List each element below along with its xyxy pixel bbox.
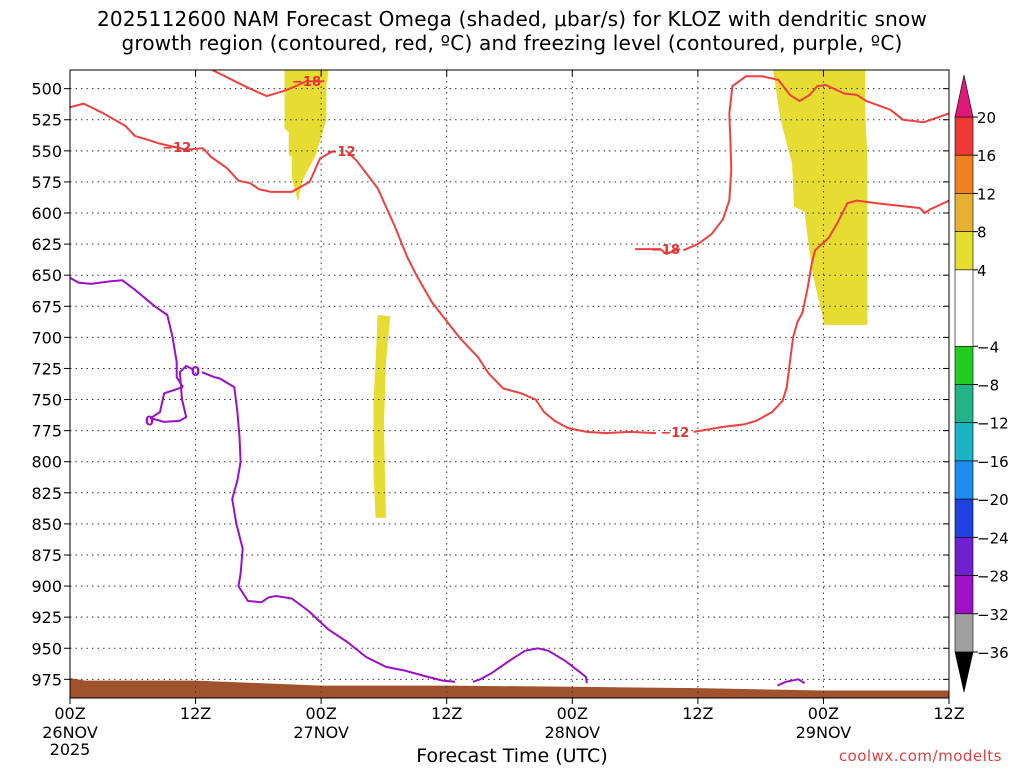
colorbar-bin [954, 384, 974, 424]
y-tick-label: 775 [31, 422, 62, 441]
red-contour-18 [682, 75, 949, 252]
contour-label: −12 [162, 141, 191, 156]
colorbar-tick-label: −20 [977, 491, 1009, 509]
red-contour-12 [70, 102, 335, 193]
y-tick-label: 550 [31, 142, 62, 161]
purple-contour-0 [201, 371, 456, 683]
colorbar-over-arrow [954, 74, 974, 118]
contour-label: −18 [292, 75, 321, 90]
colorbar: 20 16 12 8 4 −4 −8 −12 −16 −20 −24 −28 −32 −36 [954, 74, 1009, 693]
colorbar-tick-label: 12 [977, 185, 996, 203]
y-tick-label: 825 [31, 484, 62, 503]
credit-text[interactable]: coolwx.com/modelts [838, 747, 1002, 765]
y-tick-label: 525 [31, 111, 62, 130]
y-axis: 500 525 550 575 600 625 650 675 700 725 750 775 800 8… [31, 80, 949, 689]
purple-contour-0 [149, 365, 194, 423]
colorbar-bin [954, 193, 974, 232]
dendritic-growth-contours [70, 70, 949, 435]
colorbar-bin [954, 116, 974, 156]
x-tick-label: 00Z [557, 704, 588, 723]
y-tick-label: 700 [31, 328, 62, 347]
colorbar-bin [954, 460, 974, 500]
red-contour-18 [211, 70, 325, 98]
x-tick-label: 00Z [808, 704, 839, 723]
x-tick-label: 12Z [682, 704, 713, 723]
y-tick-label: 575 [31, 173, 62, 192]
chart-title-line-2: growth region (contoured, red, ºC) and f… [121, 31, 903, 55]
omega-4-8-b [773, 70, 868, 325]
x-tick-date: 28NOV [544, 723, 600, 742]
x-tick-year: 2025 [50, 740, 91, 759]
colorbar-tick-label: −12 [977, 415, 1009, 433]
y-tick-label: 800 [31, 453, 62, 472]
colorbar-tick-label: 4 [977, 262, 987, 280]
y-tick-label: 750 [31, 391, 62, 410]
omega-4-8-c [373, 315, 391, 518]
x-tick-label: 12Z [180, 704, 211, 723]
x-tick-label: 12Z [431, 704, 462, 723]
y-tick-label: 600 [31, 204, 62, 223]
y-tick-label: 675 [31, 297, 62, 316]
y-tick-label: 950 [31, 639, 62, 658]
omega-4-8-a [284, 70, 329, 202]
chart-title-line-1: 2025112600 NAM Forecast Omega (shaded, μ… [96, 7, 928, 31]
y-tick-label: 925 [31, 608, 62, 627]
colorbar-tick-label: −32 [977, 606, 1009, 624]
y-tick-label: 850 [31, 515, 62, 534]
red-contour-12 [345, 150, 657, 435]
colorbar-tick-label: −16 [977, 453, 1009, 471]
contour-label: −18 [651, 243, 680, 258]
terrain-layer [70, 678, 949, 698]
x-tick-label: 12Z [933, 704, 964, 723]
colorbar-tick-label: 20 [977, 109, 996, 127]
colorbar-tick-label: −36 [977, 644, 1009, 662]
y-tick-label: 650 [31, 266, 62, 285]
purple-contour-0 [776, 678, 806, 687]
contour-label: 0 [145, 415, 154, 430]
colorbar-bin [954, 154, 974, 194]
x-axis-title: Forecast Time (UTC) [416, 745, 608, 767]
red-contour-12 [693, 199, 949, 433]
terrain-ground [70, 678, 949, 698]
y-tick-label: 725 [31, 359, 62, 378]
x-tick-label: 00Z [305, 704, 336, 723]
colorbar-tick-label: 16 [977, 147, 996, 165]
colorbar-bin [954, 345, 974, 385]
contour-label: 0 [191, 365, 200, 380]
y-tick-label: 875 [31, 546, 62, 565]
red-contour-18 [635, 248, 681, 255]
contour-label: −12 [327, 145, 356, 160]
colorbar-bin [954, 575, 974, 615]
omega-shading-layer [284, 70, 868, 518]
x-tick-date: 29NOV [796, 723, 852, 742]
y-tick-label: 975 [31, 670, 62, 689]
freezing-level-contours [70, 276, 806, 687]
colorbar-tick-label: −8 [977, 377, 999, 395]
colorbar-bin [954, 269, 974, 347]
contour-labels: −18 −12 −12 −18 −12 0 0 [145, 75, 689, 441]
y-tick-label: 500 [31, 80, 62, 99]
x-tick-date: 26NOV [42, 723, 98, 742]
colorbar-bin [954, 231, 974, 271]
plot-frame [69, 69, 950, 699]
y-tick-label: 625 [31, 235, 62, 254]
contour-label: −12 [660, 426, 689, 441]
colorbar-bin [954, 613, 974, 653]
purple-contour-0 [70, 276, 184, 388]
colorbar-bin [954, 422, 974, 462]
colorbar-tick-label: −28 [977, 568, 1009, 586]
colorbar-tick-label: 8 [977, 224, 987, 242]
x-tick-label: 00Z [54, 704, 85, 723]
colorbar-tick-label: −4 [977, 338, 999, 356]
colorbar-bin [954, 498, 974, 538]
y-tick-label: 900 [31, 577, 62, 596]
colorbar-bin [954, 537, 974, 576]
x-tick-date: 27NOV [293, 723, 349, 742]
colorbar-tick-label: −24 [977, 529, 1009, 547]
colorbar-under-arrow [954, 651, 974, 693]
purple-contour-0 [472, 647, 588, 684]
